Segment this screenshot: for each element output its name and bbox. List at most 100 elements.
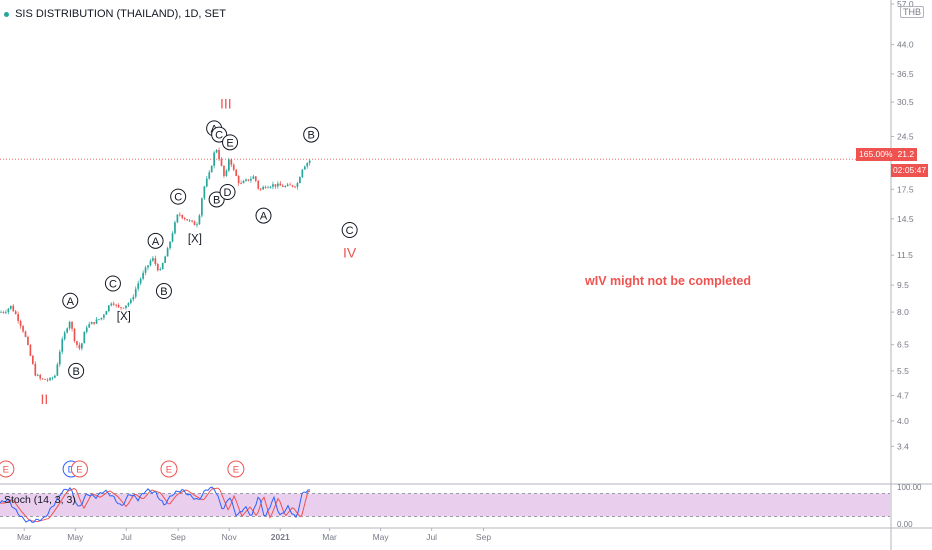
- candle: [2, 310, 5, 314]
- wave-label-circle: A: [62, 292, 79, 309]
- candle-body: [191, 220, 193, 222]
- candle-body: [208, 172, 211, 179]
- candle-body: [14, 311, 17, 315]
- candle: [291, 184, 294, 188]
- wave-label-text: C: [109, 278, 117, 290]
- candle-body: [112, 303, 115, 305]
- candle-body: [257, 180, 260, 189]
- candle-body: [0, 311, 2, 313]
- candle-body: [291, 185, 294, 187]
- candle-body: [63, 332, 66, 340]
- candle: [127, 302, 130, 308]
- candle: [274, 184, 277, 189]
- candle: [63, 330, 66, 341]
- candle: [272, 181, 274, 190]
- candle-body: [66, 328, 68, 333]
- event-markers[interactable]: EDEEE: [0, 460, 245, 478]
- candle-body: [110, 303, 113, 306]
- candle: [213, 150, 215, 169]
- event-circle: [0, 460, 15, 478]
- candle-body: [183, 217, 186, 220]
- candle: [24, 330, 27, 338]
- candle-body: [269, 186, 272, 188]
- candle: [71, 321, 73, 332]
- earnings-marker[interactable]: E: [160, 460, 178, 478]
- candle-body: [71, 321, 73, 329]
- candle: [264, 185, 267, 189]
- time-axis[interactable]: Mar May Jul Sep Nov 2021 Mar May Jul Sep: [0, 527, 932, 542]
- earnings-marker[interactable]: E: [0, 460, 15, 478]
- candle: [267, 185, 269, 189]
- candle: [252, 174, 255, 179]
- candle: [169, 241, 171, 250]
- candle-body: [2, 311, 5, 313]
- last-price-badge: 165.00% 21.2: [856, 148, 918, 161]
- candle: [159, 267, 162, 271]
- candle-body: [193, 221, 196, 226]
- candle-body: [76, 341, 78, 345]
- candle: [254, 175, 257, 183]
- wave-label-major: II: [40, 391, 48, 407]
- price-tick-label: 3.4: [897, 441, 909, 451]
- candle-body: [144, 267, 147, 273]
- candle-body: [306, 163, 309, 167]
- event-circle: [227, 460, 245, 478]
- earnings-marker[interactable]: E: [227, 460, 245, 478]
- candle-body: [73, 328, 76, 342]
- candle-body: [51, 377, 54, 379]
- wave-label-text: A: [260, 211, 268, 223]
- wave-label-circle: C: [104, 275, 121, 292]
- earnings-marker[interactable]: E: [70, 460, 88, 478]
- event-label: E: [3, 465, 9, 476]
- candle-body: [85, 327, 88, 332]
- wave-circle: [303, 126, 320, 143]
- wave-label-text: E: [226, 137, 233, 149]
- candle: [144, 265, 147, 276]
- candle: [56, 362, 59, 377]
- candle-body: [254, 176, 257, 181]
- candle: [36, 373, 39, 377]
- wave-circle: [68, 362, 85, 379]
- candle: [98, 319, 100, 321]
- wave-label-bracket: [X]: [188, 233, 202, 245]
- candle: [95, 316, 98, 325]
- candle-body: [68, 321, 71, 329]
- candle: [183, 216, 186, 221]
- candle-body: [56, 364, 59, 376]
- candle: [299, 176, 301, 184]
- candle: [301, 169, 304, 179]
- candle-body: [29, 344, 32, 356]
- candle-body: [130, 299, 132, 304]
- wave-label-circle: A: [147, 232, 164, 249]
- candle: [223, 165, 225, 178]
- candle-body: [103, 314, 105, 318]
- candle: [205, 175, 208, 188]
- event-circle: [70, 460, 88, 478]
- candle: [176, 214, 179, 224]
- candle-body: [54, 375, 56, 378]
- candle: [147, 265, 149, 271]
- price-axis[interactable]: 57.0 44.0 36.5 30.5 24.5 17.5 14.5 11.5 9.5 8.0 6.…: [890, 0, 914, 550]
- candle: [294, 185, 296, 189]
- candle: [230, 158, 233, 168]
- candle-body: [22, 326, 24, 332]
- wave-label-circle: C: [211, 126, 228, 143]
- candle: [281, 183, 284, 188]
- stoch-indicator-label[interactable]: Stoch (14, 3, 3): [4, 494, 76, 506]
- wave-label-major: III: [220, 96, 232, 112]
- wave-label-text: B: [160, 286, 167, 298]
- candle-body: [262, 186, 264, 190]
- price-tick-label: 4.0: [897, 416, 909, 426]
- candle: [132, 294, 135, 302]
- symbol-title[interactable]: SIS DISTRIBUTION (THAILAND), 1D, SET: [4, 8, 226, 20]
- candle: [174, 220, 176, 235]
- candle-body: [281, 185, 284, 187]
- time-tick-label: Sep: [171, 532, 186, 542]
- candle: [269, 185, 272, 189]
- candle: [0, 310, 2, 313]
- candle: [12, 303, 15, 312]
- candle-body: [115, 304, 117, 306]
- candle-body: [120, 307, 122, 308]
- wave-label-circle: B: [68, 362, 85, 379]
